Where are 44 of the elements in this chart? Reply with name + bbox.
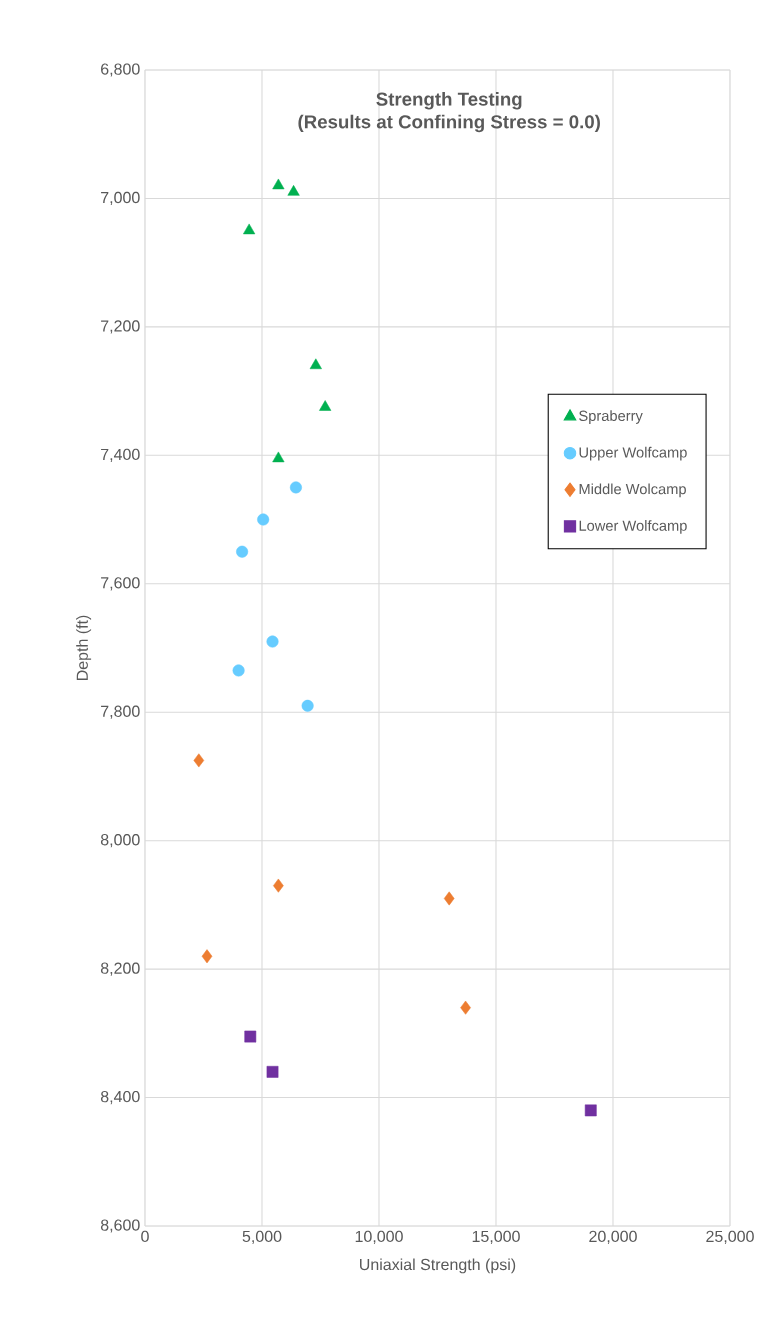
x-tick-label: 5,000 bbox=[242, 1230, 282, 1244]
y-tick-label: 7,800 bbox=[101, 705, 140, 719]
text: (Results at Confining Stress = 0.0) bbox=[298, 114, 600, 133]
y-tick-label: 8,600 bbox=[100, 1219, 140, 1233]
x-axis-title: Uniaxial Strength (psi) bbox=[360, 1258, 516, 1274]
legend-label: Middle Wolcamp bbox=[579, 483, 686, 498]
point bbox=[287, 185, 300, 196]
point bbox=[243, 223, 256, 235]
point bbox=[273, 878, 284, 893]
point bbox=[201, 949, 213, 964]
y-tick-label: 7,600 bbox=[101, 577, 140, 591]
y-tick-label: 8,200 bbox=[100, 962, 140, 976]
legend-label: Lower Wolfcamp bbox=[579, 520, 687, 534]
x-tick-label: 25,000 bbox=[706, 1230, 754, 1244]
y-tick-label: 7,400 bbox=[101, 448, 140, 462]
point bbox=[272, 451, 285, 463]
x-tick-label: 20,000 bbox=[589, 1230, 637, 1244]
point bbox=[584, 1104, 597, 1117]
point bbox=[272, 178, 285, 190]
y-tick-label: 8,000 bbox=[100, 834, 140, 848]
point bbox=[460, 1000, 471, 1015]
legend-label: Spraberry bbox=[579, 410, 643, 424]
y-tick-label: 8,400 bbox=[100, 1090, 140, 1105]
y-axis-title: Depth (ft) bbox=[76, 615, 92, 681]
point bbox=[443, 891, 455, 906]
point bbox=[244, 1030, 257, 1043]
x-tick-label: 0 bbox=[141, 1230, 149, 1243]
y-tick-label: 7,000 bbox=[101, 191, 140, 206]
text: Strength Testing bbox=[376, 92, 522, 110]
point bbox=[266, 1066, 279, 1078]
point bbox=[266, 635, 279, 648]
point bbox=[309, 358, 322, 370]
y-tick-label: 7,200 bbox=[101, 320, 140, 334]
y-tick-label: 6,800 bbox=[101, 63, 140, 77]
x-tick-label: 10,000 bbox=[355, 1230, 403, 1244]
legend-label: Upper Wolfcamp bbox=[579, 446, 687, 461]
point bbox=[232, 664, 245, 677]
point bbox=[193, 753, 205, 768]
x-tick-label: 15,000 bbox=[472, 1230, 520, 1244]
point bbox=[236, 545, 249, 558]
point bbox=[257, 513, 270, 526]
point bbox=[301, 699, 314, 712]
point bbox=[319, 400, 332, 411]
point bbox=[289, 481, 302, 494]
